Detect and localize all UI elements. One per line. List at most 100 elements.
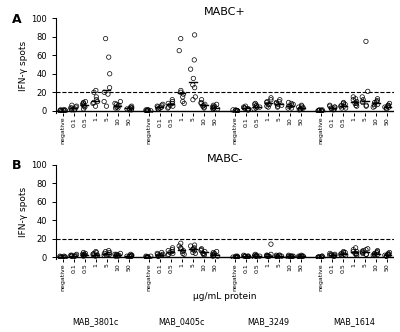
- Point: [167, 103, 173, 108]
- Point: [201, 252, 207, 257]
- Point: [128, 253, 135, 258]
- Point: [350, 94, 356, 100]
- Point: [245, 254, 251, 259]
- Point: [81, 252, 88, 257]
- Point: [92, 254, 99, 259]
- Point: [232, 108, 238, 114]
- Point: [383, 254, 390, 259]
- Point: [318, 254, 325, 260]
- Point: [103, 253, 110, 258]
- Point: [178, 245, 184, 251]
- Point: [340, 101, 346, 106]
- Point: [126, 107, 132, 113]
- Point: [154, 251, 160, 256]
- Point: [342, 253, 349, 258]
- Point: [352, 96, 359, 102]
- Point: [192, 251, 198, 256]
- Point: [214, 249, 220, 254]
- Point: [234, 108, 240, 114]
- Point: [264, 254, 270, 259]
- Text: MAB_1614: MAB_1614: [333, 317, 375, 326]
- Point: [242, 254, 248, 259]
- Point: [170, 104, 176, 109]
- Point: [363, 252, 369, 257]
- Point: [285, 254, 291, 260]
- Point: [144, 108, 151, 114]
- Point: [144, 254, 150, 260]
- Point: [274, 254, 281, 260]
- Point: [363, 252, 370, 257]
- Point: [374, 102, 381, 107]
- Point: [143, 254, 150, 260]
- Point: [68, 254, 75, 259]
- Text: MAB_3249: MAB_3249: [247, 317, 289, 326]
- Point: [128, 254, 135, 259]
- Point: [241, 105, 248, 111]
- Point: [374, 252, 381, 257]
- Point: [285, 100, 292, 105]
- Point: [210, 254, 216, 259]
- Point: [342, 250, 348, 255]
- Point: [93, 94, 100, 100]
- Point: [144, 254, 150, 260]
- Point: [192, 94, 198, 100]
- Point: [374, 249, 380, 254]
- Point: [181, 101, 187, 106]
- Point: [60, 254, 66, 260]
- Point: [264, 253, 270, 258]
- Point: [299, 254, 305, 259]
- Point: [234, 108, 240, 114]
- Point: [268, 97, 274, 102]
- Point: [165, 248, 172, 253]
- Point: [253, 104, 259, 109]
- Point: [298, 253, 305, 258]
- Point: [370, 253, 376, 258]
- Point: [124, 254, 130, 259]
- Point: [91, 90, 97, 95]
- Point: [62, 254, 69, 260]
- Point: [128, 104, 135, 109]
- Point: [288, 101, 294, 106]
- Point: [190, 247, 196, 252]
- Point: [191, 57, 198, 62]
- Point: [338, 251, 345, 256]
- Point: [94, 99, 101, 104]
- Point: [326, 103, 333, 108]
- Point: [318, 108, 324, 114]
- Point: [170, 251, 176, 256]
- Point: [363, 247, 369, 252]
- Point: [331, 254, 338, 259]
- Point: [112, 252, 118, 257]
- Point: [372, 100, 378, 105]
- Point: [254, 254, 260, 259]
- Point: [354, 251, 360, 256]
- Point: [386, 101, 393, 106]
- Point: [105, 252, 111, 257]
- Point: [372, 251, 378, 256]
- Point: [315, 108, 321, 114]
- Point: [92, 104, 99, 109]
- Point: [106, 71, 113, 76]
- Point: [59, 108, 65, 114]
- Point: [328, 105, 334, 111]
- Point: [264, 104, 270, 109]
- Point: [68, 105, 75, 111]
- Point: [338, 104, 344, 109]
- Point: [277, 253, 283, 258]
- Point: [253, 254, 259, 259]
- Point: [332, 253, 338, 258]
- Point: [296, 254, 302, 259]
- Point: [299, 104, 305, 109]
- Point: [200, 251, 206, 256]
- Point: [274, 102, 281, 107]
- Point: [316, 107, 323, 113]
- Point: [374, 250, 380, 255]
- Point: [80, 253, 87, 258]
- Point: [384, 252, 391, 257]
- Point: [116, 103, 122, 108]
- Point: [253, 253, 260, 258]
- Point: [278, 103, 285, 108]
- Point: [372, 104, 378, 109]
- Point: [180, 92, 186, 97]
- Point: [192, 248, 198, 253]
